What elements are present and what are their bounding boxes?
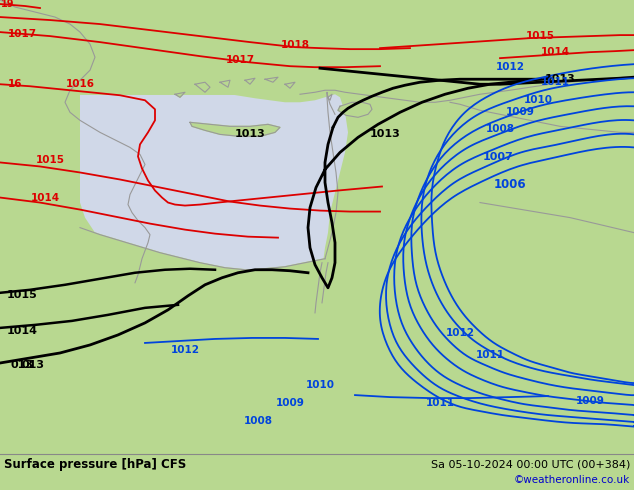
Text: 1014: 1014 xyxy=(6,326,37,336)
Polygon shape xyxy=(265,77,278,82)
Text: 1015: 1015 xyxy=(36,155,65,166)
Text: 1007: 1007 xyxy=(482,152,514,162)
Polygon shape xyxy=(190,122,280,136)
Text: Sa 05-10-2024 00:00 UTC (00+384): Sa 05-10-2024 00:00 UTC (00+384) xyxy=(430,459,630,469)
Text: 1008: 1008 xyxy=(486,124,515,134)
Text: 1017: 1017 xyxy=(226,55,255,65)
Text: 1008: 1008 xyxy=(243,416,273,426)
Polygon shape xyxy=(480,202,634,453)
Text: 19: 19 xyxy=(1,0,15,9)
Text: 013: 013 xyxy=(22,360,45,370)
Text: 1017: 1017 xyxy=(8,29,37,39)
Polygon shape xyxy=(220,80,230,87)
Text: 1013: 1013 xyxy=(235,129,266,139)
Text: 1014: 1014 xyxy=(30,193,60,202)
Text: 1009: 1009 xyxy=(505,107,534,117)
Text: ©weatheronline.co.uk: ©weatheronline.co.uk xyxy=(514,475,630,485)
Text: 1013: 1013 xyxy=(370,129,401,139)
Text: 013: 013 xyxy=(11,360,34,370)
Polygon shape xyxy=(175,92,185,98)
Text: 1015: 1015 xyxy=(526,31,555,41)
Text: 1010: 1010 xyxy=(524,95,552,105)
Text: 1009: 1009 xyxy=(576,396,604,406)
Text: 1016: 1016 xyxy=(65,79,94,89)
Polygon shape xyxy=(338,102,372,117)
Text: 1011: 1011 xyxy=(541,77,569,87)
Text: 1011: 1011 xyxy=(425,398,455,408)
Text: 1012: 1012 xyxy=(171,345,200,355)
Polygon shape xyxy=(195,82,210,92)
Text: 1010: 1010 xyxy=(306,380,335,390)
Text: 1012: 1012 xyxy=(496,62,524,72)
Polygon shape xyxy=(80,74,348,271)
Text: 1011: 1011 xyxy=(476,350,505,360)
Text: 1009: 1009 xyxy=(276,398,304,408)
Text: 1012: 1012 xyxy=(446,328,474,338)
Polygon shape xyxy=(80,228,325,453)
Text: 16: 16 xyxy=(8,79,22,89)
Polygon shape xyxy=(245,78,255,84)
Polygon shape xyxy=(0,0,634,102)
Text: 1013: 1013 xyxy=(545,74,576,84)
Text: 1018: 1018 xyxy=(280,40,309,50)
Text: 1006: 1006 xyxy=(494,178,526,191)
Text: 1014: 1014 xyxy=(540,47,569,57)
Text: Surface pressure [hPa] CFS: Surface pressure [hPa] CFS xyxy=(4,458,186,471)
Polygon shape xyxy=(285,82,295,88)
Text: 1015: 1015 xyxy=(6,290,37,300)
